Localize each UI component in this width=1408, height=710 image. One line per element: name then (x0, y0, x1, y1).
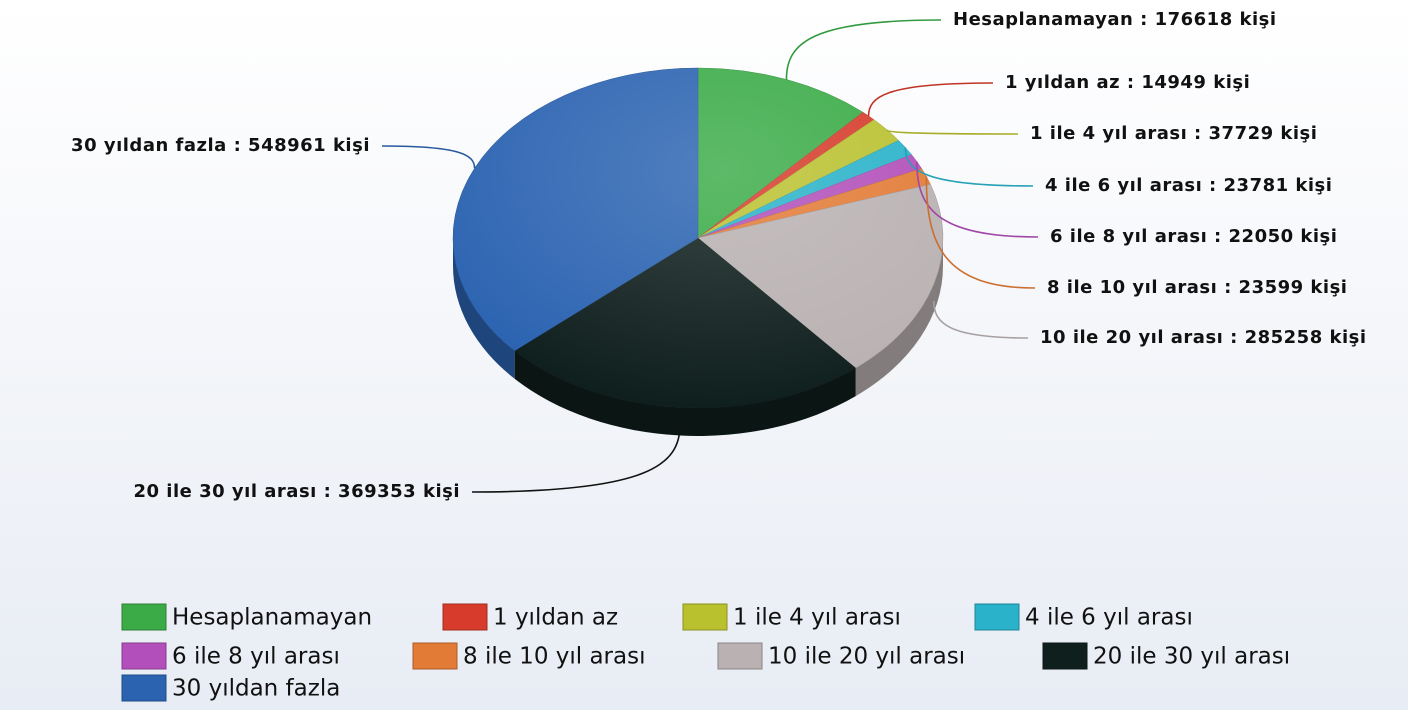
legend-swatch (412, 642, 458, 670)
legend-swatch (717, 642, 763, 670)
leader-line (916, 161, 1039, 238)
leader-line (925, 176, 1036, 289)
legend-label: 6 ile 8 yıl arası (172, 644, 340, 670)
data-label: Hesaplanamayan : 176618 kişi (953, 9, 1277, 30)
legend-swatch (442, 603, 488, 631)
legend-swatch (121, 642, 167, 670)
legend-label: 1 ile 4 yıl arası (733, 605, 901, 631)
data-label: 6 ile 8 yıl arası : 22050 kişi (1050, 226, 1337, 247)
legend-label: 10 ile 20 yıl arası (768, 644, 965, 670)
leader-line (886, 129, 1019, 135)
data-label: 20 ile 30 yıl arası : 369353 kişi (133, 481, 460, 502)
leader-line (932, 300, 1029, 339)
legend-swatch (974, 603, 1020, 631)
data-label: 8 ile 10 yıl arası : 23599 kişi (1047, 277, 1347, 298)
legend-label: 4 ile 6 yıl arası (1025, 605, 1193, 631)
data-label: 4 ile 6 yıl arası : 23781 kişi (1045, 175, 1332, 196)
leader-line (785, 19, 942, 80)
legend-label: Hesaplanamayan (172, 605, 372, 631)
legend-label: 1 yıldan az (493, 605, 618, 631)
data-label: 1 yıldan az : 14949 kişi (1005, 72, 1250, 93)
legend-swatch (682, 603, 728, 631)
legend-swatch (1042, 642, 1088, 670)
leader-line (904, 147, 1034, 187)
legend-swatch (121, 603, 167, 631)
legend-swatch (121, 674, 167, 702)
data-label: 30 yıldan fazla : 548961 kişi (71, 135, 370, 156)
legend-label: 20 ile 30 yıl arası (1093, 644, 1290, 670)
leader-line (381, 145, 476, 169)
leader-line (867, 82, 994, 116)
slice-side (514, 350, 856, 436)
data-label: 1 ile 4 yıl arası : 37729 kişi (1030, 123, 1317, 144)
legend-label: 8 ile 10 yıl arası (463, 644, 645, 670)
data-label: 10 ile 20 yıl arası : 285258 kişi (1040, 327, 1367, 348)
legend-label: 30 yıldan fazla (172, 676, 340, 702)
leader-line (471, 424, 681, 493)
